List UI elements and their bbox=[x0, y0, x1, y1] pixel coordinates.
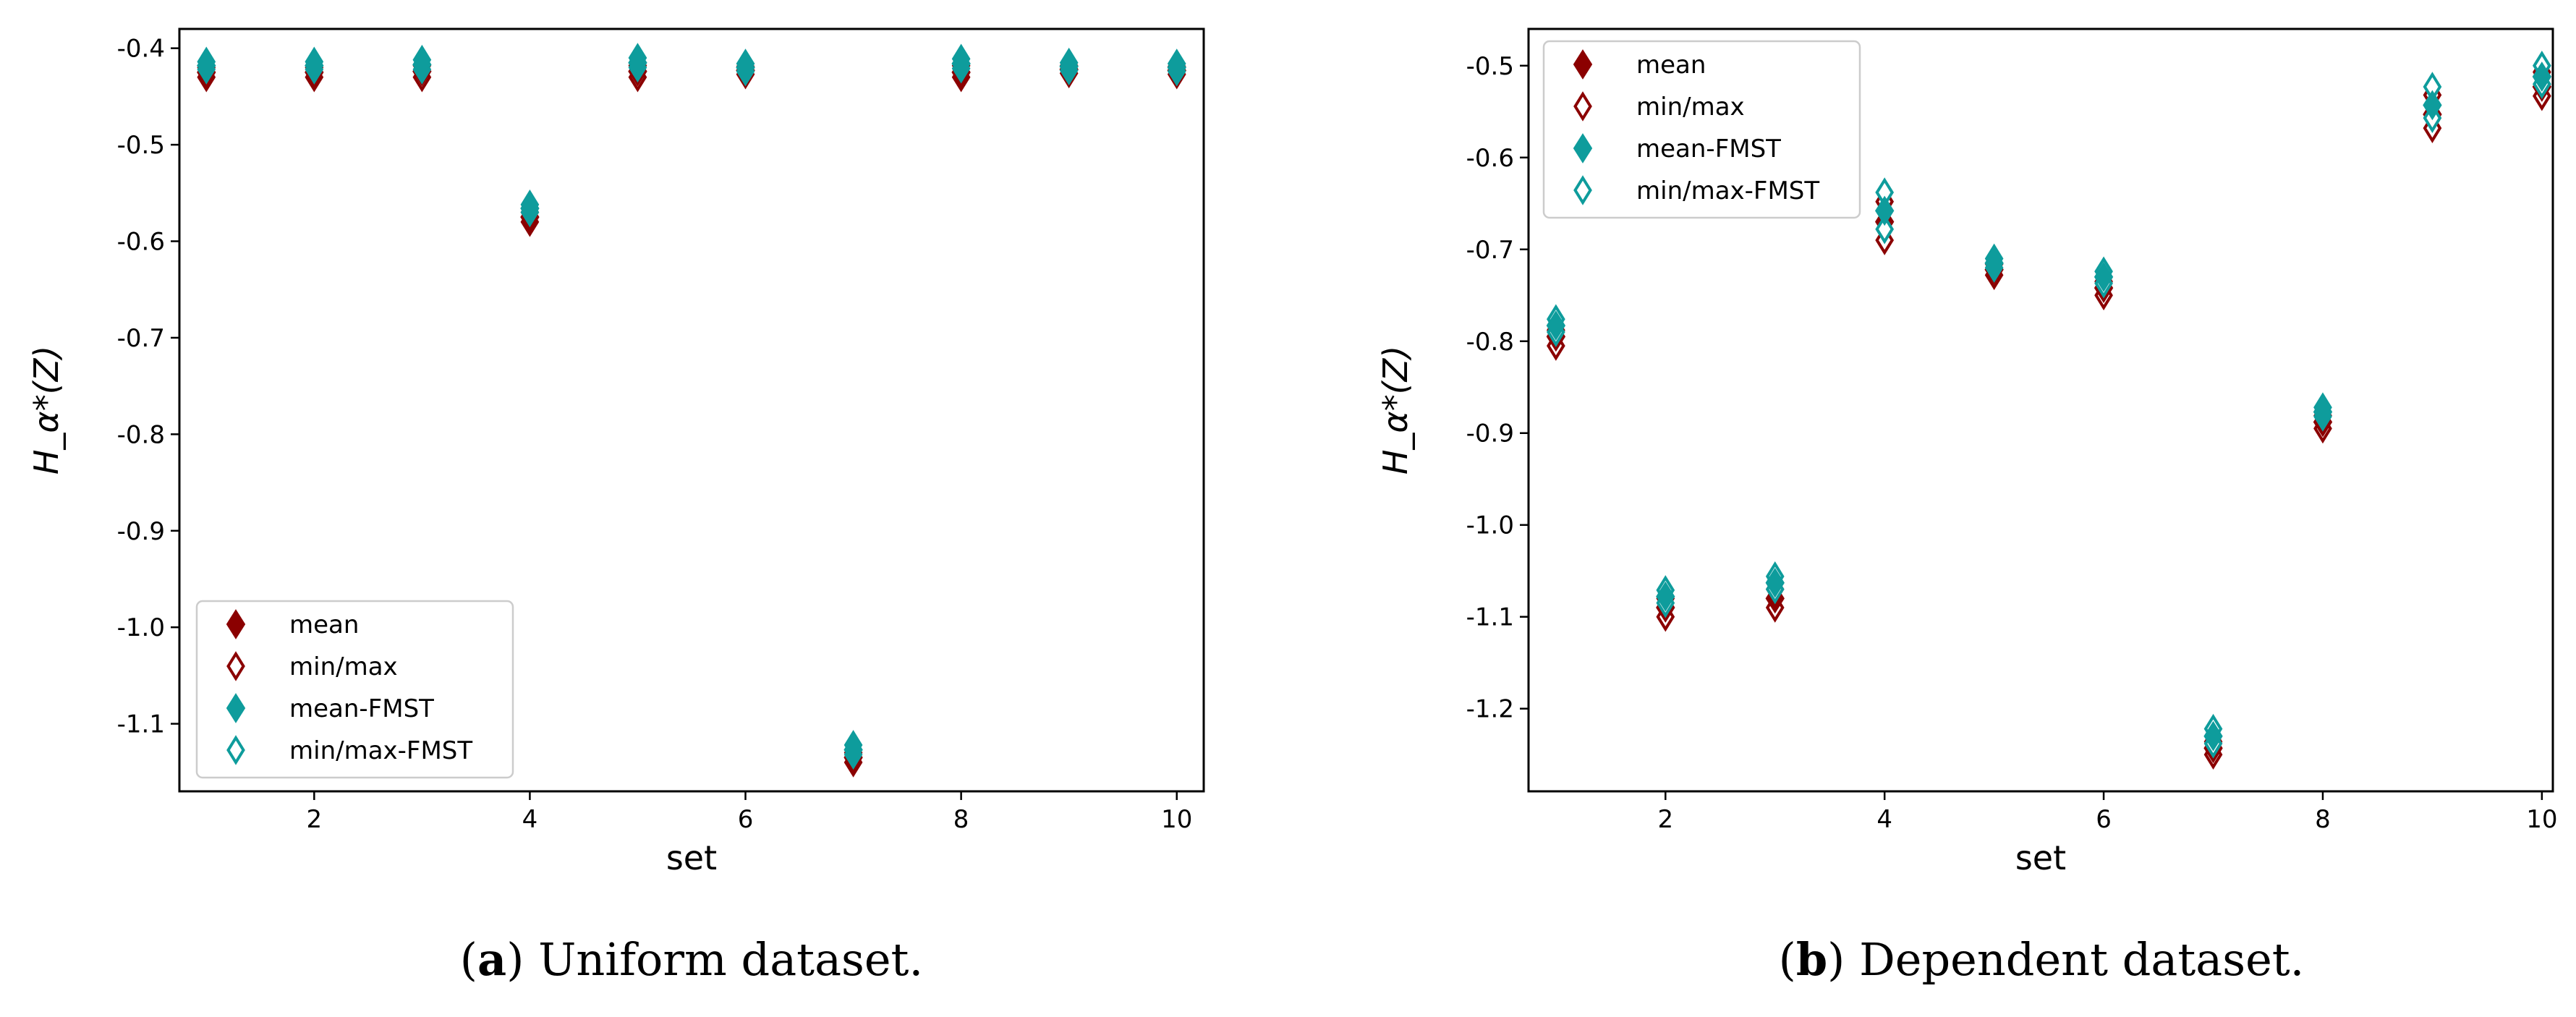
legend-label: min/max bbox=[289, 652, 398, 681]
legend-label: min/max bbox=[1636, 93, 1745, 122]
caption-letter: a bbox=[477, 933, 506, 986]
point-mean-fmst bbox=[2423, 90, 2442, 121]
caption-close-paren: ) bbox=[506, 933, 538, 986]
point-mean-fmst bbox=[412, 49, 432, 80]
x-tick-label: 2 bbox=[1657, 805, 1673, 834]
legend-box bbox=[195, 600, 514, 779]
y-tick-label: -0.9 bbox=[1466, 420, 1514, 448]
legend-marker bbox=[1573, 175, 1592, 205]
x-tick-label: 4 bbox=[522, 805, 538, 834]
plot-frame bbox=[178, 27, 1205, 793]
y-tick-label: -1.2 bbox=[1466, 695, 1514, 724]
y-tick-label: -0.7 bbox=[1466, 236, 1514, 265]
y-tick-label: -0.5 bbox=[117, 131, 165, 160]
y-tick-label: -1.1 bbox=[1466, 603, 1514, 632]
y-tick-label: -0.6 bbox=[117, 228, 165, 257]
x-tick-label: 2 bbox=[306, 805, 322, 834]
caption: (a) Uniform dataset. bbox=[460, 933, 923, 986]
point-mean-fmst bbox=[1656, 581, 1675, 612]
y-tick-label: -0.5 bbox=[1466, 52, 1514, 81]
point-mean-fmst bbox=[2093, 261, 2114, 292]
legend-marker bbox=[1573, 91, 1592, 122]
legend-marker bbox=[1573, 133, 1593, 163]
y-tick-label: -0.9 bbox=[117, 517, 165, 546]
point-mean-fmst bbox=[1546, 310, 1566, 341]
point-mean-fmst bbox=[197, 50, 216, 81]
y-tick-label: -0.4 bbox=[117, 35, 165, 64]
point-mean-fmst bbox=[951, 48, 971, 79]
legend: mean min/max mean-FMST min/max-FMST bbox=[195, 600, 514, 779]
legend-label: mean-FMST bbox=[289, 694, 434, 723]
legend-marker bbox=[1573, 49, 1593, 80]
plot-frame bbox=[1527, 27, 2554, 793]
legend-box bbox=[1542, 40, 1861, 219]
legend-label: min/max-FMST bbox=[1636, 176, 1819, 205]
point-mean-fmst bbox=[1875, 195, 1895, 226]
legend-marker bbox=[226, 609, 246, 639]
caption-text: Uniform dataset. bbox=[538, 933, 923, 986]
caption-open-paren: ( bbox=[460, 933, 477, 986]
caption-open-paren: ( bbox=[1779, 933, 1796, 986]
point-mean-fmst bbox=[2313, 396, 2333, 427]
legend: mean min/max mean-FMST min/max-FMST bbox=[1542, 40, 1861, 219]
point-mean-fmst bbox=[1059, 51, 1079, 82]
legend-marker bbox=[226, 693, 246, 723]
point-mean-fmst bbox=[843, 734, 863, 765]
caption: (b) Dependent dataset. bbox=[1779, 933, 2305, 986]
y-tick-label: -1.0 bbox=[1466, 511, 1514, 540]
point-mean-fmst bbox=[2532, 61, 2552, 92]
caption-letter: b bbox=[1796, 933, 1827, 986]
legend-label: mean bbox=[289, 610, 359, 639]
point-mean-fmst bbox=[2203, 720, 2223, 752]
point-mean-fmst bbox=[520, 193, 540, 224]
panel-a-uniform-dataset: 2 4 6 8 10 -0.4 -0.5 -0.6 -0.7 -0.8 -0.9 -1.0 -1.1 se… bbox=[27, 27, 1205, 986]
caption-text: Dependent dataset. bbox=[1859, 933, 2304, 986]
point-mean-fmst bbox=[1765, 567, 1785, 598]
y-axis-title: H_α*(Z) bbox=[27, 346, 66, 475]
legend-marker bbox=[226, 735, 245, 765]
y-tick-label: -0.8 bbox=[117, 420, 165, 449]
legend-marker bbox=[226, 651, 245, 681]
x-tick-label: 8 bbox=[953, 805, 969, 834]
y-tick-label: -1.1 bbox=[117, 710, 165, 739]
x-tick-label: 6 bbox=[738, 805, 754, 834]
x-axis-title: set bbox=[2015, 838, 2066, 877]
y-tick-label: -1.0 bbox=[117, 613, 165, 642]
point-mean-fmst bbox=[736, 52, 755, 83]
point-mean-fmst bbox=[1984, 247, 2004, 278]
point-min-fmst bbox=[1875, 214, 1895, 244]
point-mean-fmst bbox=[305, 50, 324, 81]
legend-label: mean-FMST bbox=[1636, 135, 1781, 163]
y-axis-title: H_α*(Z) bbox=[1376, 346, 1415, 475]
panel-b-dependent-dataset: 2 4 6 8 10 -0.5 -0.6 -0.7 -0.8 -0.9 -1.0 -1.1 -1.2 se… bbox=[1376, 27, 2557, 986]
x-tick-label: 10 bbox=[2526, 805, 2557, 834]
x-tick-label: 6 bbox=[2096, 805, 2112, 834]
x-tick-label: 10 bbox=[1161, 805, 1192, 834]
y-tick-label: -0.6 bbox=[1466, 144, 1514, 173]
y-tick-label: -0.8 bbox=[1466, 328, 1514, 357]
point-mean-fmst bbox=[1167, 52, 1186, 83]
legend-label: mean bbox=[1636, 51, 1706, 80]
point-mean-fmst bbox=[628, 47, 647, 78]
legend-label: min/max-FMST bbox=[289, 736, 472, 765]
caption-close-paren: ) bbox=[1827, 933, 1859, 986]
x-tick-label: 8 bbox=[2315, 805, 2331, 834]
x-axis-title: set bbox=[666, 838, 717, 877]
y-tick-label: -0.7 bbox=[117, 324, 165, 353]
x-tick-label: 4 bbox=[1876, 805, 1892, 834]
